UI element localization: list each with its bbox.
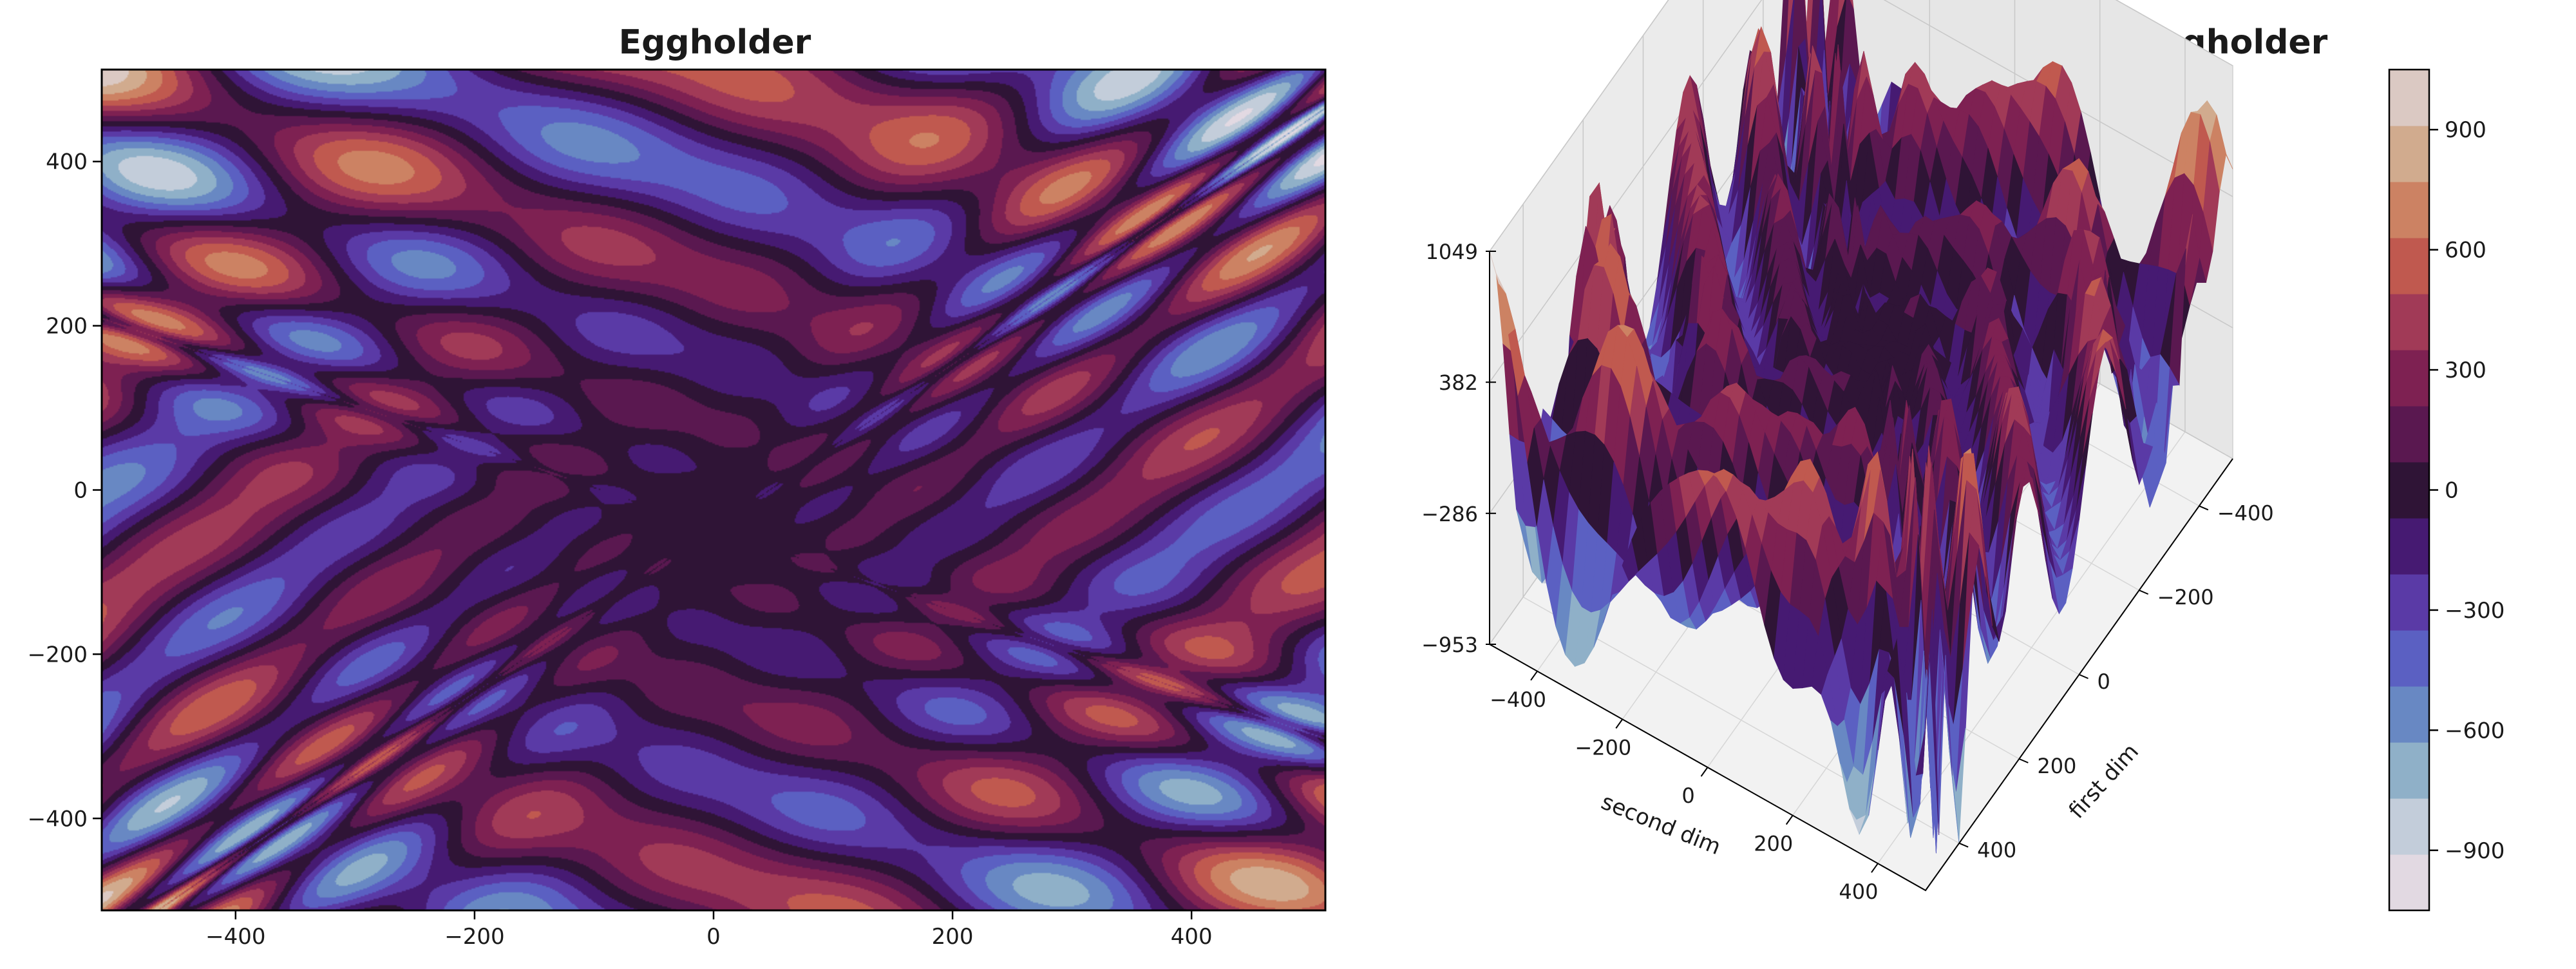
surface-axes: −953 −286 382 1049 −400 −200 0 200 400 −400 −200 0 2… (1421, 240, 2274, 904)
surface-y-tick (1871, 863, 1879, 873)
contour-panel: Eggholder −400 −200 0 200 400 −400 −200 0 200 40… (28, 23, 1327, 950)
surface-x-tick-label: −400 (2217, 501, 2274, 525)
colorbar-band (2389, 294, 2429, 350)
contour-y-tick-label: 200 (46, 314, 88, 340)
contour-x-axis: −400 −200 0 200 400 (205, 910, 1213, 950)
surface-y-tick (1785, 815, 1794, 825)
surface-gridline (1877, 431, 2186, 864)
contour-x-tick-label: 200 (932, 924, 974, 950)
contour-x-tick-label: −400 (205, 924, 265, 950)
colorbar-band (2389, 854, 2429, 911)
surface-x-tick-label: 200 (2037, 754, 2076, 778)
colorbar-tick-label: 600 (2445, 238, 2486, 264)
contour-x-tick-label: −200 (444, 924, 504, 950)
surface-gridline (1489, 0, 2233, 252)
colorbar-band (2389, 798, 2429, 855)
colorbar-band (2389, 518, 2429, 575)
surface-z-tick-label: 1049 (1426, 240, 1478, 264)
surface-x-tick (2079, 674, 2088, 679)
surface-y-tick-label: 200 (1754, 832, 1793, 856)
surface-x-tick (2139, 590, 2149, 595)
surface-x-tick-label: 400 (1977, 838, 2016, 863)
colorbar-tick-label: −300 (2445, 598, 2505, 624)
colorbar-band (2389, 686, 2429, 743)
surface-x-tick-label: 0 (2098, 669, 2110, 694)
surface-y-tick (1530, 671, 1538, 681)
colorbar-tick-label: 900 (2445, 117, 2486, 143)
colorbar-band (2389, 742, 2429, 799)
colorbar-ticks: −900 −600 −300 0 300 600 900 (2429, 117, 2505, 864)
colorbar-band (2389, 70, 2429, 126)
contour-x-tick-label: 400 (1171, 924, 1213, 950)
surface-y-tick-label: −400 (1490, 687, 1546, 712)
colorbar-band (2389, 126, 2429, 182)
surface-mesh (1489, 0, 2233, 854)
colorbar-tick-label: −900 (2445, 838, 2505, 864)
surface-x-tick-label: −200 (2157, 585, 2214, 609)
contour-y-tick-label: −400 (28, 806, 88, 832)
colorbar: −900 −600 −300 0 300 600 900 (2388, 68, 2505, 912)
colorbar-bands (2389, 70, 2429, 911)
surface-xlabel: first dim (2064, 739, 2144, 824)
surface-ylabel: second dim (1598, 789, 1725, 861)
contour-y-tick-label: 400 (46, 149, 88, 175)
surface-y-tick-label: −200 (1575, 735, 1631, 760)
surface-z-tick-label: 382 (1439, 370, 1478, 395)
colorbar-band (2389, 574, 2429, 631)
colorbar-band (2389, 462, 2429, 519)
colorbar-band (2389, 182, 2429, 238)
contour-y-tick-label: 0 (73, 478, 88, 504)
surface-x-tick (2018, 758, 2029, 763)
surface-y-tick (1615, 718, 1624, 729)
surface-y-tick-label: 400 (1839, 879, 1878, 904)
colorbar-tick-label: 0 (2445, 478, 2459, 504)
surface-z-tick-label: −953 (1421, 633, 1478, 657)
colorbar-band (2389, 350, 2429, 407)
contour-plot-area (102, 70, 1325, 910)
colorbar-band (2389, 406, 2429, 463)
surface-x-tick (1958, 842, 1969, 848)
surface-x-tick (2199, 505, 2209, 511)
colorbar-band (2389, 630, 2429, 687)
surface-panel: Eggholder −953−2863821049−400−2000200400… (1421, 0, 2328, 904)
contour-title: Eggholder (619, 23, 811, 62)
surface-z-tick-label: −286 (1421, 502, 1478, 526)
contour-y-axis: −400 −200 0 200 400 (28, 149, 102, 832)
surface-y-tick-label: 0 (1681, 783, 1694, 808)
contour-y-tick-label: −200 (28, 642, 88, 667)
surface-y-tick (1700, 767, 1709, 777)
contour-x-tick-label: 0 (706, 924, 721, 950)
surface-axis-line (1489, 251, 2233, 892)
colorbar-tick-label: 300 (2445, 358, 2486, 383)
colorbar-band (2389, 238, 2429, 294)
surface-facet (1915, 609, 1933, 776)
colorbar-tick-label: −600 (2445, 718, 2505, 744)
